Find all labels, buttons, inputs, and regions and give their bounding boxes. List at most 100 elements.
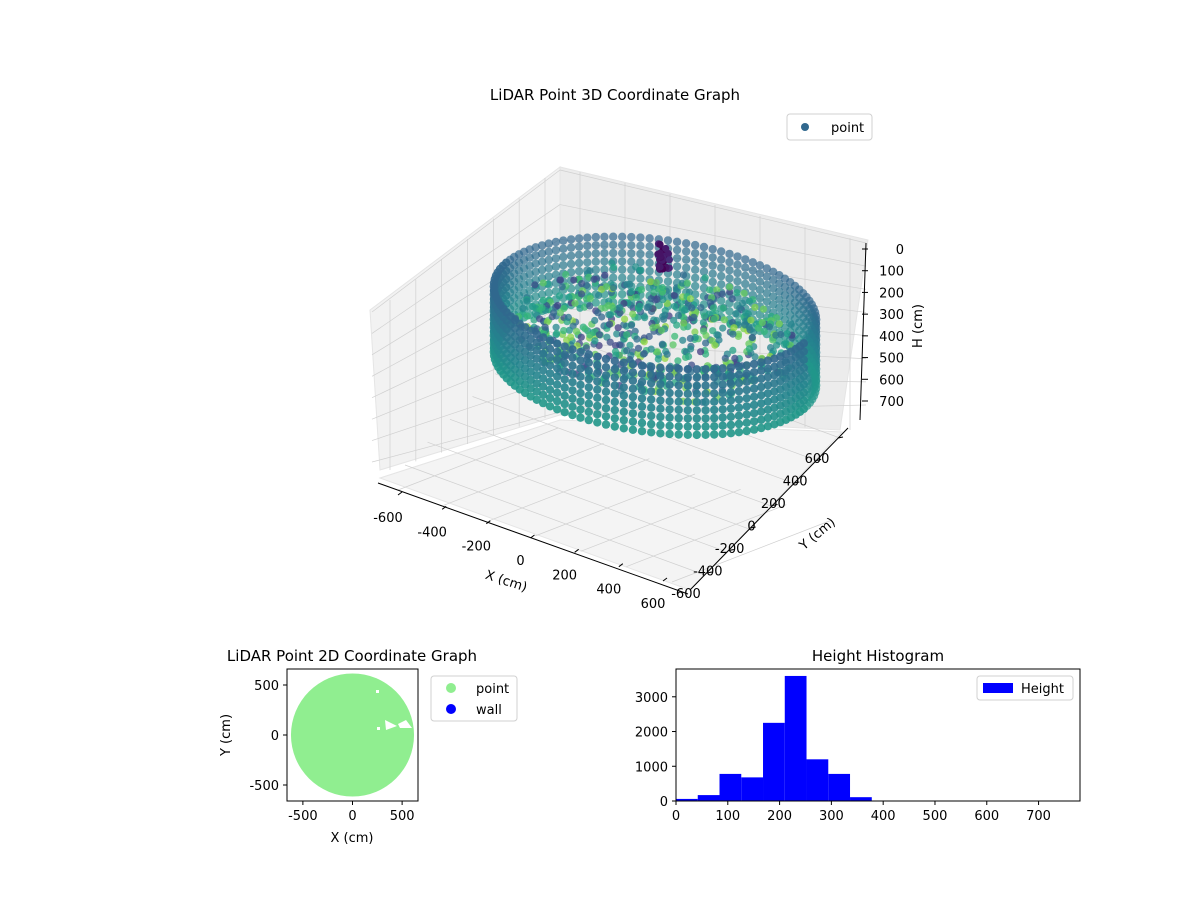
data-point	[710, 315, 718, 323]
data-point	[755, 310, 765, 319]
data-point	[576, 413, 585, 422]
data-point	[674, 364, 683, 374]
data-point	[742, 410, 751, 419]
data-point	[691, 265, 700, 274]
data-point	[775, 295, 784, 304]
data-point	[683, 406, 692, 415]
data-point	[600, 265, 609, 274]
data-point	[775, 279, 784, 288]
data-point	[731, 354, 739, 362]
data-point	[762, 264, 771, 273]
data-point	[741, 279, 750, 289]
data-point	[576, 356, 585, 365]
x-axis-label-2d: X (cm)	[331, 831, 374, 846]
data-point	[795, 366, 805, 375]
data-point	[692, 389, 701, 399]
data-point	[610, 373, 619, 382]
y-tick-label-hist: 1000	[635, 760, 668, 775]
data-point	[742, 369, 751, 378]
data-point	[568, 410, 577, 420]
data-point	[795, 342, 805, 351]
data-point	[686, 295, 695, 303]
data-point	[526, 359, 535, 368]
data-point	[641, 314, 649, 322]
data-point	[618, 257, 627, 266]
y-tick-mark	[794, 481, 800, 484]
z-tick-label: 500	[879, 352, 904, 367]
data-point	[763, 364, 773, 373]
y-tick-mark	[728, 549, 734, 551]
data-point	[600, 257, 609, 266]
data-point	[672, 245, 682, 255]
data-point	[539, 279, 547, 287]
data-point	[662, 244, 670, 253]
y-tick-label-2d: 500	[254, 679, 279, 694]
data-point	[717, 280, 726, 289]
data-point	[683, 365, 692, 374]
data-point	[749, 417, 759, 426]
data-point	[628, 384, 638, 393]
data-point	[757, 382, 766, 392]
data-point	[600, 232, 609, 241]
data-point	[713, 286, 721, 294]
data-point	[656, 429, 665, 438]
data-point	[601, 354, 611, 364]
data-point	[553, 405, 562, 414]
data-point	[637, 361, 647, 370]
z-tick-label: 400	[879, 330, 904, 345]
data-point	[717, 296, 726, 305]
legend-2d-marker-point	[446, 683, 456, 693]
data-point	[553, 388, 562, 398]
data-point	[680, 306, 689, 314]
data-point	[584, 415, 593, 425]
data-point	[683, 414, 692, 423]
data-point	[795, 383, 805, 392]
data-point	[718, 364, 727, 373]
data-point	[762, 297, 771, 306]
data-point	[584, 407, 593, 417]
data-point	[554, 301, 562, 310]
data-point	[595, 291, 603, 299]
grid-line	[671, 519, 833, 583]
grid-line	[559, 204, 867, 267]
y-tick-mark	[706, 571, 713, 574]
data-point	[610, 381, 619, 390]
data-point	[653, 348, 662, 356]
data-point	[616, 304, 624, 312]
data-point	[604, 302, 613, 310]
y-tick-label-2d: -500	[249, 779, 279, 794]
data-point	[606, 338, 614, 346]
data-point	[734, 387, 744, 396]
data-point	[613, 330, 621, 338]
data-point	[559, 261, 568, 270]
data-point	[701, 373, 710, 382]
data-point	[757, 423, 766, 433]
data-point	[537, 290, 547, 299]
data-point	[560, 383, 569, 392]
data-point	[618, 265, 627, 274]
data-point	[593, 410, 602, 419]
data-point	[741, 263, 750, 272]
data-point	[532, 338, 541, 347]
data-point	[682, 255, 691, 264]
data-point	[560, 375, 569, 384]
data-point	[539, 390, 548, 400]
data-point	[568, 361, 577, 370]
data-point	[568, 369, 577, 379]
data-point	[742, 361, 751, 370]
data-point	[683, 422, 692, 431]
data-point	[674, 372, 683, 382]
data-point	[683, 430, 692, 439]
data-point	[621, 315, 629, 323]
data-point	[551, 237, 561, 247]
x-tick-label-hist: 400	[871, 809, 896, 824]
x-tick-mark	[397, 491, 403, 496]
data-point	[652, 279, 660, 287]
data-point	[627, 232, 636, 242]
data-point	[755, 293, 765, 303]
data-point	[718, 429, 727, 439]
data-point	[733, 268, 742, 278]
data-point	[726, 379, 736, 389]
grid-line	[443, 443, 604, 506]
data-point	[748, 266, 757, 275]
